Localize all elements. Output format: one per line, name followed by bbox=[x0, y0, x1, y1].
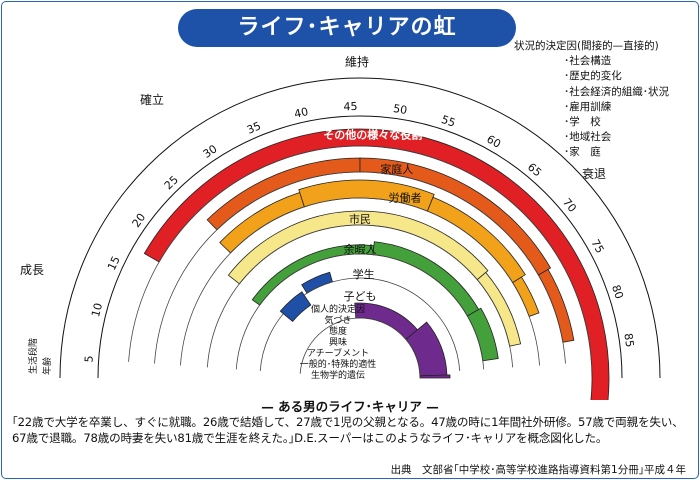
stage-label: 衰退 bbox=[582, 166, 606, 181]
page-title: ライフ･キャリアの虹 bbox=[178, 9, 516, 47]
age-tick-label: 85 bbox=[621, 332, 636, 348]
role-label: 余暇人 bbox=[344, 242, 377, 256]
age-tick-label: 35 bbox=[245, 119, 263, 136]
source-citation: 出典 文部省｢中学校･高等学校進路指導資料第1分冊｣平成４年 bbox=[390, 464, 686, 476]
role-band bbox=[537, 268, 575, 343]
personal-determinant: 生物学的遺伝 bbox=[311, 369, 365, 381]
age-arc bbox=[97, 115, 623, 379]
age-tick-label: 30 bbox=[201, 142, 220, 161]
role-band bbox=[512, 276, 540, 317]
role-label: 家庭人 bbox=[380, 162, 413, 176]
situational-determinants-list: ･社会構造 ･歴史的変化 ･社会経済的組織･状況 ･雇用訓練 ･学 校 ･地域社会 ･家 庭 bbox=[514, 54, 694, 160]
situational-determinant-item: ･学 校 bbox=[564, 116, 601, 129]
role-label: 労働者 bbox=[388, 191, 421, 205]
personal-determinant: 態度 bbox=[329, 325, 347, 337]
role-band bbox=[466, 307, 499, 362]
age-tick-label: 45 bbox=[343, 100, 357, 113]
role-band bbox=[419, 374, 451, 379]
role-band bbox=[301, 271, 333, 294]
role-outline bbox=[128, 145, 592, 362]
role-label: その他の様々な役割 bbox=[323, 127, 422, 141]
situational-determinant-item: ･雇用訓練 bbox=[564, 100, 612, 113]
situational-determinant-item: ･歴史的変化 bbox=[564, 70, 622, 83]
role-outline bbox=[154, 171, 566, 364]
situational-determinants-title: 状況的決定因(間接的—直接的) bbox=[514, 40, 659, 52]
personal-determinant: 個人的決定因 bbox=[311, 303, 365, 315]
age-tick-label: 55 bbox=[440, 113, 457, 130]
role-band bbox=[279, 291, 312, 322]
personal-determinant: 興味 bbox=[329, 336, 347, 348]
situational-determinant-item: ･社会経済的組織･状況 bbox=[564, 85, 669, 98]
role-label: 学生 bbox=[353, 267, 375, 281]
role-outline bbox=[299, 317, 421, 374]
role-outline bbox=[180, 197, 540, 366]
situational-determinant-item: ･家 庭 bbox=[564, 146, 601, 159]
role-label: 市民 bbox=[349, 212, 371, 226]
stage-label: 確立 bbox=[140, 92, 164, 107]
axis-label-age: 年齢 bbox=[41, 357, 53, 375]
age-tick-label: 60 bbox=[484, 133, 503, 151]
age-tick-label: 75 bbox=[588, 237, 606, 256]
personal-determinant: アチーブメント bbox=[307, 347, 369, 359]
figure-caption: — ある男のライフ･キャリア — bbox=[261, 399, 439, 414]
age-tick-label: 5 bbox=[82, 355, 95, 363]
role-outline bbox=[235, 253, 485, 370]
situational-determinant-item: ･社会構造 bbox=[564, 55, 612, 68]
personal-determinant: 一般的･特殊的適性 bbox=[300, 358, 377, 370]
stage-label: 成長 bbox=[20, 263, 44, 277]
age-tick-label: 80 bbox=[609, 283, 626, 300]
role-outline bbox=[259, 277, 461, 372]
outer-arc bbox=[59, 77, 661, 379]
situational-determinant-item: ･地域社会 bbox=[564, 131, 612, 144]
role-outline bbox=[206, 224, 514, 368]
age-tick-label: 15 bbox=[105, 254, 123, 272]
role-label: 子ども bbox=[344, 290, 377, 303]
axis-label-life-stage: 生活段階 bbox=[27, 338, 39, 374]
age-tick-label: 50 bbox=[392, 102, 408, 117]
age-tick-label: 40 bbox=[293, 105, 309, 121]
stage-label: 維持 bbox=[345, 54, 369, 69]
figure-description: ｢22歳で大学を卒業し、すぐに就職。26歳で結婚して、27歳で1児の父親となる。… bbox=[12, 415, 684, 445]
situational-determinants: 状況的決定因(間接的—直接的) ･社会構造 ･歴史的変化 ･社会経済的組織･状況 ･雇… bbox=[514, 39, 694, 161]
age-tick-label: 10 bbox=[89, 302, 105, 319]
personal-determinant: 気づき bbox=[324, 314, 351, 326]
